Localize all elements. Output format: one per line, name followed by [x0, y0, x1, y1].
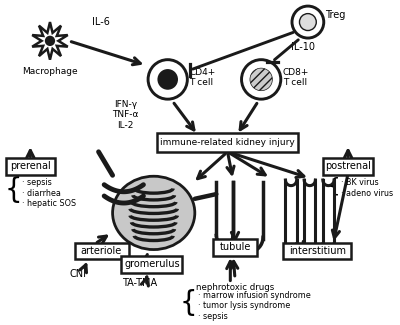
Text: IFN-γ
TNF-α
IL-2: IFN-γ TNF-α IL-2 [112, 100, 139, 130]
Circle shape [45, 36, 55, 46]
Text: {: { [328, 176, 340, 195]
FancyBboxPatch shape [122, 256, 182, 273]
Text: · BK virus
· adeno virus: · BK virus · adeno virus [340, 178, 393, 198]
Circle shape [148, 60, 187, 99]
Text: postrenal: postrenal [325, 162, 371, 171]
Ellipse shape [112, 176, 195, 250]
Text: TA-TMA: TA-TMA [122, 279, 157, 288]
FancyBboxPatch shape [75, 242, 129, 259]
Text: IL-10: IL-10 [291, 42, 315, 51]
Circle shape [158, 69, 178, 90]
FancyBboxPatch shape [323, 158, 373, 175]
FancyBboxPatch shape [283, 242, 351, 259]
Text: arteriole: arteriole [81, 246, 122, 256]
FancyBboxPatch shape [213, 239, 257, 256]
Polygon shape [32, 22, 68, 60]
Text: prerenal: prerenal [10, 162, 51, 171]
Text: {: { [5, 176, 22, 204]
FancyBboxPatch shape [6, 158, 55, 175]
Text: IL-6: IL-6 [92, 17, 110, 27]
Text: · marrow infusion syndrome
· tumor lysis syndrome
· sepsis: · marrow infusion syndrome · tumor lysis… [198, 291, 310, 321]
Text: Treg: Treg [325, 9, 345, 20]
Circle shape [250, 68, 272, 91]
Text: · sepsis
· diarrhea
· hepatic SOS: · sepsis · diarrhea · hepatic SOS [22, 178, 76, 208]
Text: Macrophage: Macrophage [22, 67, 78, 76]
Text: CD8+
T cell: CD8+ T cell [283, 68, 309, 87]
Text: nephrotoxic drugs: nephrotoxic drugs [196, 283, 274, 292]
Circle shape [300, 14, 316, 31]
Text: immune-related kidney injury: immune-related kidney injury [160, 138, 295, 147]
Circle shape [242, 60, 281, 99]
Text: {: { [180, 289, 197, 317]
Text: CNI: CNI [70, 269, 86, 279]
Text: tubule: tubule [219, 242, 251, 252]
Text: interstitium: interstitium [289, 246, 346, 256]
Text: gromerulus: gromerulus [124, 259, 180, 269]
Circle shape [292, 6, 324, 38]
FancyBboxPatch shape [157, 134, 298, 152]
Text: CD4+
T cell: CD4+ T cell [189, 68, 216, 87]
